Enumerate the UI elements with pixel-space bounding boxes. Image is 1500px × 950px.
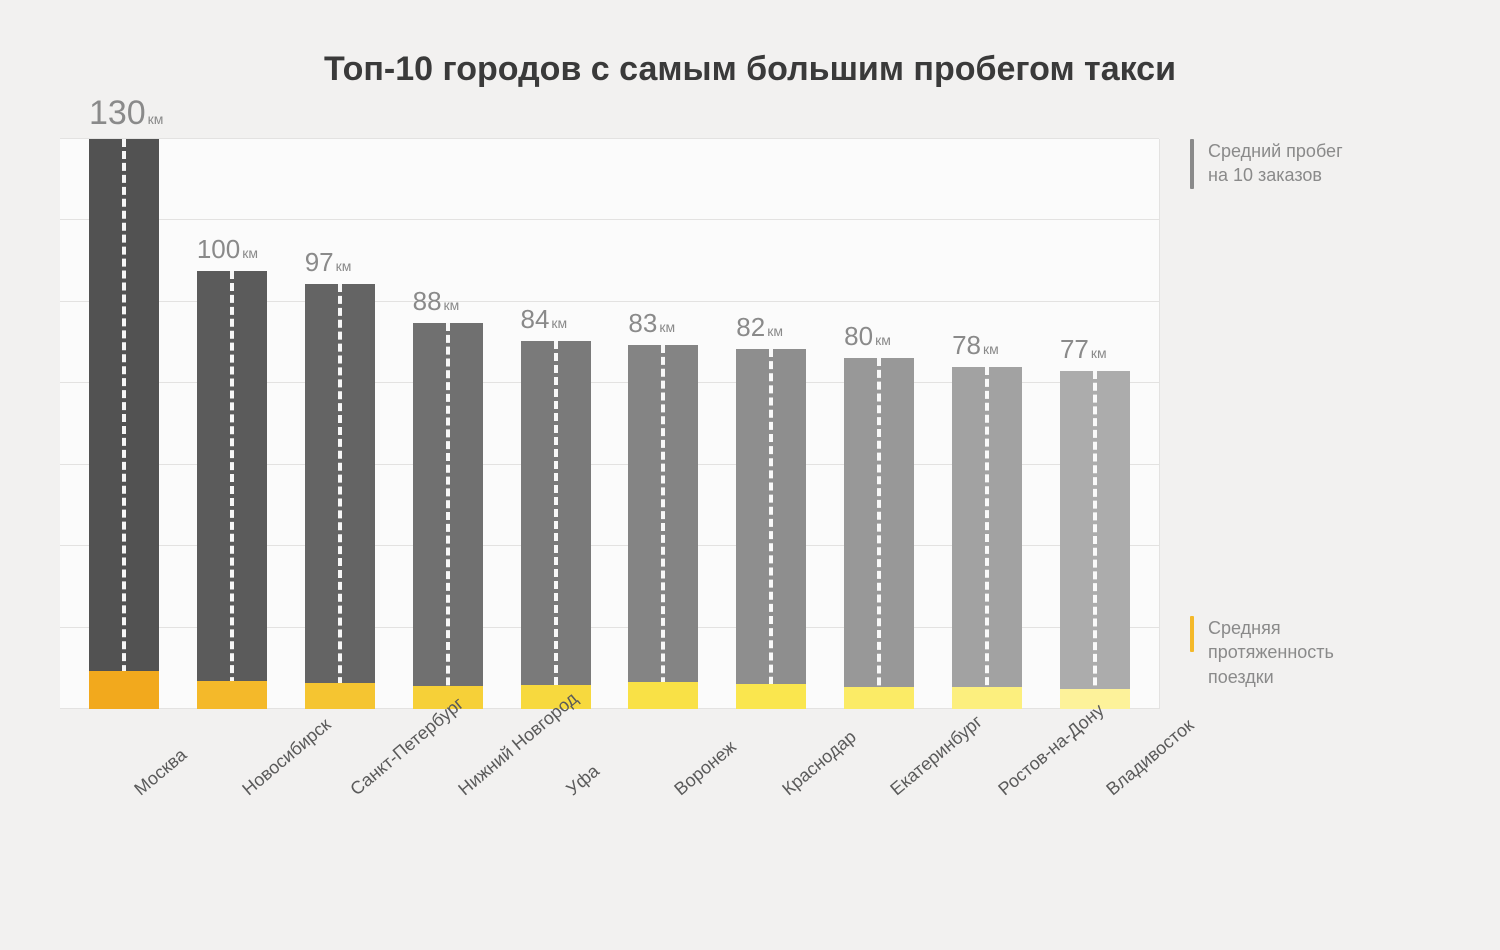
road-dash-icon — [446, 323, 450, 709]
road-dash-icon — [661, 345, 665, 709]
road-dash-icon — [1093, 371, 1097, 709]
x-label: Владивосток — [1102, 739, 1169, 800]
bar-stack: 100км — [197, 271, 267, 709]
bar-7: 80км — [844, 358, 914, 709]
x-label: Ростов-на-Дону — [994, 739, 1061, 800]
bar-5: 83км — [628, 345, 698, 709]
bar-trip-length — [305, 683, 375, 709]
bar-trip-length — [736, 684, 806, 709]
x-label: Екатеринбург — [886, 739, 953, 800]
road-dash-icon — [554, 341, 558, 709]
bar-value-label: 88км — [413, 286, 460, 317]
chart-title: Топ-10 городов с самым большим пробегом … — [60, 50, 1440, 89]
x-label: Краснодар — [778, 739, 845, 800]
bar-stack: 82км — [736, 349, 806, 709]
bar-0: 130км — [89, 139, 159, 709]
bar-1: 100км — [197, 271, 267, 709]
plot-area: 130км 100км 97км 88км 84км 83км 82км 80км 78км 77… — [60, 139, 1160, 709]
bar-trip-length — [628, 682, 698, 709]
bar-road — [305, 284, 375, 709]
x-labels: МоскваНовосибирскСанкт-ПетербургНижний Н… — [60, 709, 1160, 730]
bar-value-label: 80км — [844, 321, 891, 352]
bar-value-label: 78км — [952, 330, 999, 361]
bar-value-label: 97км — [305, 247, 352, 278]
bar-trip-length — [89, 671, 159, 709]
bar-road — [952, 367, 1022, 709]
bar-road — [844, 358, 914, 709]
road-dash-icon — [230, 271, 234, 709]
bar-value-label: 77км — [1060, 334, 1107, 365]
x-label: Нижний Новгород — [454, 739, 521, 800]
bar-value-label: 83км — [628, 308, 675, 339]
bar-stack: 88км — [413, 323, 483, 709]
bars-group: 130км 100км 97км 88км 84км 83км 82км 80км 78км 77… — [60, 139, 1159, 709]
bar-stack: 130км — [89, 139, 159, 709]
bar-road — [521, 341, 591, 709]
legend-swatch-trip — [1190, 616, 1194, 652]
x-label: Санкт-Петербург — [346, 739, 413, 800]
bar-stack: 80км — [844, 358, 914, 709]
bar-4: 84км — [521, 341, 591, 709]
x-label: Уфа — [562, 739, 629, 800]
legend: Средний пробегна 10 заказов Средняяпротя… — [1190, 139, 1440, 709]
bar-stack: 83км — [628, 345, 698, 709]
legend-label-mileage: Средний пробегна 10 заказов — [1208, 139, 1343, 188]
bar-value-label: 84км — [521, 304, 568, 335]
road-dash-icon — [338, 284, 342, 709]
legend-swatch-mileage — [1190, 139, 1194, 189]
bar-road — [628, 345, 698, 709]
bar-stack: 78км — [952, 367, 1022, 709]
chart-column: 130км 100км 97км 88км 84км 83км 82км 80км 78км 77… — [60, 139, 1160, 869]
bar-road — [1060, 371, 1130, 709]
bar-road — [736, 349, 806, 709]
road-dash-icon — [877, 358, 881, 709]
bar-stack: 97км — [305, 284, 375, 709]
bar-trip-length — [844, 687, 914, 709]
legend-item-trip: Средняяпротяженностьпоездки — [1190, 616, 1334, 689]
road-dash-icon — [769, 349, 773, 709]
road-dash-icon — [985, 367, 989, 709]
bar-2: 97км — [305, 284, 375, 709]
bar-trip-length — [197, 681, 267, 709]
x-label: Воронеж — [670, 739, 737, 800]
bar-6: 82км — [736, 349, 806, 709]
bar-9: 77км — [1060, 371, 1130, 709]
bar-stack: 77км — [1060, 371, 1130, 709]
bar-3: 88км — [413, 323, 483, 709]
road-dash-icon — [122, 139, 126, 709]
bar-value-label: 82км — [736, 312, 783, 343]
bar-road — [413, 323, 483, 709]
bar-road — [197, 271, 267, 709]
bar-road — [89, 139, 159, 709]
x-axis: Москва Новосибирск Санкт-Петербург Нижний Н… — [60, 709, 1160, 869]
legend-label-trip: Средняяпротяженностьпоездки — [1208, 616, 1334, 689]
bar-value-label: 130км — [89, 94, 163, 133]
bar-value-label: 100км — [197, 234, 258, 265]
x-label: Новосибирск — [238, 739, 305, 800]
bar-stack: 84км — [521, 341, 591, 709]
bar-trip-length — [952, 687, 1022, 709]
x-label: Москва — [130, 739, 197, 800]
legend-item-mileage: Средний пробегна 10 заказов — [1190, 139, 1343, 189]
bar-8: 78км — [952, 367, 1022, 709]
chart-container: Топ-10 городов с самым большим пробегом … — [0, 0, 1500, 869]
chart-wrap: 130км 100км 97км 88км 84км 83км 82км 80км 78км 77… — [60, 139, 1440, 869]
